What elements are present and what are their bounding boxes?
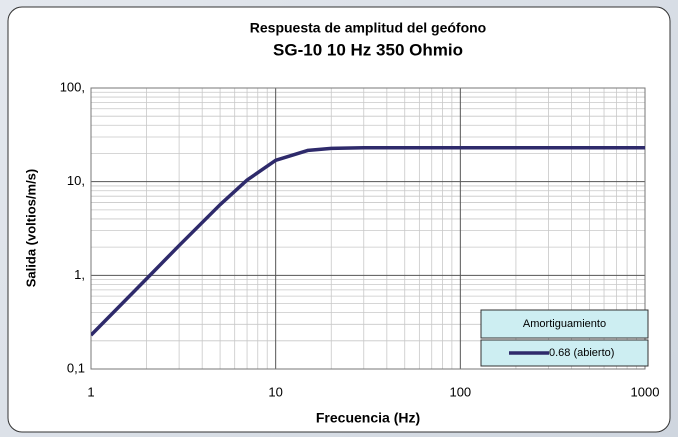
- legend-box: [480, 339, 649, 367]
- y-tick-label: 1,: [74, 267, 85, 282]
- chart-title: Respuesta de amplitud del geófono: [250, 20, 486, 36]
- legend-label: 0.68 (abierto): [549, 347, 614, 359]
- x-tick-label: 1000: [631, 384, 660, 399]
- x-axis-label: Frecuencia (Hz): [316, 410, 420, 426]
- y-tick-label: 100,: [60, 79, 85, 94]
- y-tick-label: 10,: [67, 173, 85, 188]
- y-axis-label: Salida (voltios/m/s): [23, 169, 38, 287]
- y-tick-label: 0,1: [67, 360, 85, 375]
- legend-title-box: [480, 309, 649, 339]
- plot-border: [90, 87, 646, 370]
- x-tick-label: 100: [449, 384, 471, 399]
- x-tick-label: 10: [268, 384, 282, 399]
- chart-subtitle: SG-10 10 Hz 350 Ohmio: [273, 40, 463, 59]
- legend-title: Amortiguamiento: [523, 318, 606, 330]
- data-line: [91, 146, 645, 337]
- x-tick-label: 1: [87, 384, 94, 399]
